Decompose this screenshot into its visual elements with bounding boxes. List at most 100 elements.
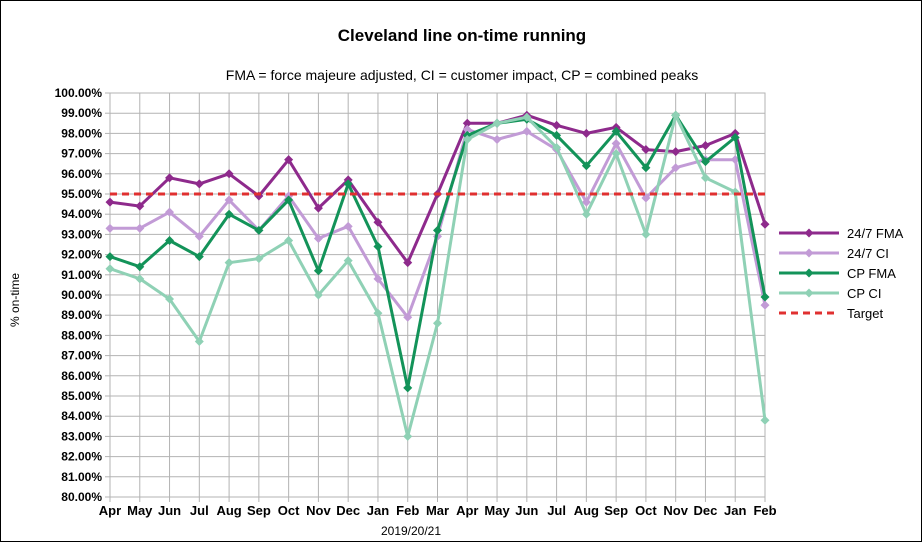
x-tick-label: Oct bbox=[278, 503, 300, 518]
data-point bbox=[581, 209, 591, 219]
data-point bbox=[760, 292, 770, 302]
y-tick-label: 80.00% bbox=[61, 490, 102, 504]
data-point bbox=[135, 201, 145, 211]
y-tick-label: 84.00% bbox=[61, 409, 102, 423]
x-tick-label: Jul bbox=[547, 503, 566, 518]
x-tick-label: Jan bbox=[724, 503, 746, 518]
data-point bbox=[433, 318, 442, 328]
data-point bbox=[730, 132, 740, 142]
data-point bbox=[194, 336, 204, 346]
series-lines bbox=[105, 110, 770, 441]
data-point bbox=[105, 264, 115, 274]
data-point bbox=[194, 231, 204, 241]
legend-entry: 24/7 CI bbox=[779, 246, 889, 261]
x-tick-label: Apr bbox=[456, 503, 478, 518]
data-point bbox=[165, 235, 175, 245]
data-point bbox=[700, 157, 710, 167]
data-point bbox=[284, 235, 294, 245]
data-point bbox=[403, 431, 413, 441]
data-point bbox=[611, 149, 621, 159]
series-cp-fma bbox=[105, 110, 770, 393]
data-point bbox=[611, 126, 621, 136]
x-tick-label: Jun bbox=[515, 503, 538, 518]
x-tick-label: Apr bbox=[99, 503, 121, 518]
legend-entry: CP CI bbox=[779, 286, 881, 301]
data-point bbox=[165, 173, 175, 183]
data-point bbox=[581, 128, 591, 138]
data-point bbox=[254, 191, 264, 201]
x-tick-label: May bbox=[484, 503, 510, 518]
y-tick-label: 89.00% bbox=[61, 308, 102, 322]
data-point bbox=[373, 217, 383, 227]
x-tick-label: Oct bbox=[635, 503, 657, 518]
data-point bbox=[313, 266, 323, 276]
data-point bbox=[373, 242, 383, 252]
data-point bbox=[700, 173, 710, 183]
data-point bbox=[700, 141, 710, 151]
y-tick-label: 98.00% bbox=[61, 126, 102, 140]
data-point bbox=[105, 197, 115, 207]
x-tick-label: Dec bbox=[336, 503, 360, 518]
data-point bbox=[373, 274, 383, 284]
data-point bbox=[135, 223, 145, 233]
data-point bbox=[462, 124, 472, 134]
legend-label: CP FMA bbox=[847, 266, 896, 281]
data-point bbox=[135, 274, 145, 284]
data-point bbox=[224, 209, 234, 219]
chart-subtitle: FMA = force majeure adjusted, CI = custo… bbox=[226, 67, 698, 83]
data-point bbox=[462, 134, 472, 144]
data-point bbox=[581, 197, 591, 207]
y-tick-label: 96.00% bbox=[61, 167, 102, 181]
legend-label: 24/7 CI bbox=[847, 246, 889, 261]
x-tick-label: Jul bbox=[190, 503, 209, 518]
x-tick-label: Jan bbox=[367, 503, 389, 518]
data-point bbox=[165, 207, 175, 217]
data-point bbox=[224, 258, 234, 268]
data-point bbox=[105, 223, 115, 233]
legend-label: CP CI bbox=[847, 286, 881, 301]
data-point bbox=[403, 383, 413, 393]
data-point bbox=[552, 120, 562, 130]
data-point bbox=[343, 179, 353, 189]
y-tick-label: 83.00% bbox=[61, 429, 102, 443]
data-point bbox=[581, 161, 591, 171]
y-tick-label: 87.00% bbox=[61, 349, 102, 363]
data-point bbox=[224, 195, 234, 205]
data-point bbox=[492, 134, 502, 144]
data-point bbox=[194, 179, 204, 189]
data-point bbox=[433, 225, 442, 235]
data-point bbox=[343, 256, 353, 266]
data-point bbox=[760, 300, 770, 310]
x-tick-label: Dec bbox=[694, 503, 718, 518]
legend-swatch-marker bbox=[804, 248, 814, 258]
data-point bbox=[462, 118, 472, 128]
x-tick-label: Aug bbox=[216, 503, 241, 518]
y-tick-label: 92.00% bbox=[61, 248, 102, 262]
y-tick-label: 86.00% bbox=[61, 369, 102, 383]
data-point bbox=[165, 294, 175, 304]
data-point bbox=[760, 219, 770, 229]
data-point bbox=[373, 308, 383, 318]
y-tick-label: 82.00% bbox=[61, 450, 102, 464]
y-tick-label: 88.00% bbox=[61, 328, 102, 342]
legend-swatch-marker bbox=[804, 228, 814, 238]
data-point bbox=[671, 110, 681, 120]
x-tick-label: Nov bbox=[663, 503, 688, 518]
data-point bbox=[224, 169, 234, 179]
y-tick-label: 91.00% bbox=[61, 268, 102, 282]
data-point bbox=[522, 112, 532, 122]
data-point bbox=[254, 225, 264, 235]
data-point bbox=[343, 221, 353, 231]
x-tick-label: Sep bbox=[247, 503, 271, 518]
y-tick-label: 85.00% bbox=[61, 389, 102, 403]
y-tick-label: 90.00% bbox=[61, 288, 102, 302]
data-point bbox=[284, 195, 294, 205]
data-point bbox=[254, 254, 264, 264]
data-point bbox=[403, 258, 413, 268]
legend-swatch-marker bbox=[804, 288, 814, 298]
data-point bbox=[641, 229, 651, 239]
x-tick-label: Mar bbox=[426, 503, 449, 518]
y-tick-label: 97.00% bbox=[61, 147, 102, 161]
y-axis-label: % on-time bbox=[8, 273, 22, 327]
